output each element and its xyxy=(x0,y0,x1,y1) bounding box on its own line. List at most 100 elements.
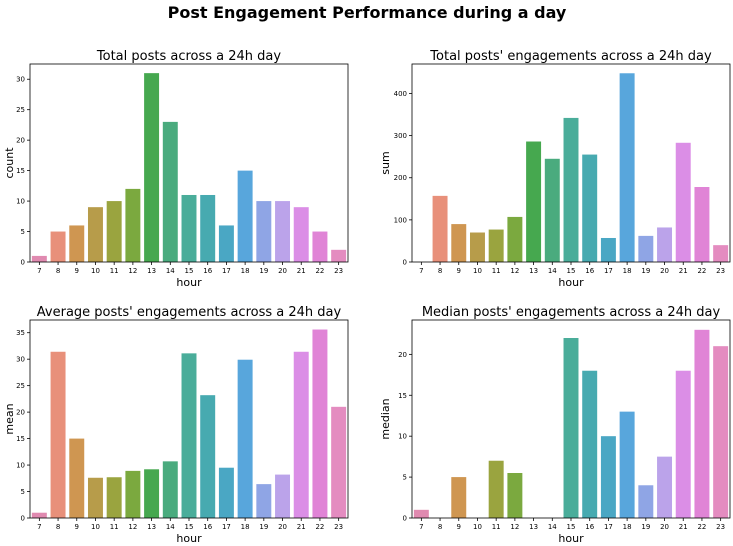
y-tick-label: 100 xyxy=(394,216,407,224)
x-tick-label: 19 xyxy=(259,523,268,531)
bar-hour-11 xyxy=(488,460,504,518)
x-tick-label: 9 xyxy=(457,267,461,275)
x-tick-label: 19 xyxy=(259,267,268,275)
bar-hour-22 xyxy=(694,187,710,262)
bar-hour-14 xyxy=(162,121,178,262)
bar-hour-10 xyxy=(87,477,103,518)
bar-hour-20 xyxy=(275,201,291,262)
y-axis-label: mean xyxy=(3,403,16,434)
y-tick-label: 5 xyxy=(21,228,25,236)
y-tick-label: 15 xyxy=(16,167,25,175)
x-tick-label: 9 xyxy=(75,523,79,531)
bar-hour-15 xyxy=(181,194,197,262)
x-tick-label: 18 xyxy=(623,523,632,531)
x-tick-label: 19 xyxy=(641,523,650,531)
x-tick-label: 20 xyxy=(660,267,669,275)
bar-hour-21 xyxy=(293,207,309,262)
x-tick-label: 17 xyxy=(222,267,231,275)
bar-hour-10 xyxy=(87,207,103,262)
bar-hour-12 xyxy=(507,216,523,262)
x-tick-label: 16 xyxy=(585,523,594,531)
x-tick-label: 17 xyxy=(604,267,613,275)
bar-hour-23 xyxy=(331,249,347,262)
x-tick-label: 9 xyxy=(75,267,79,275)
x-tick-label: 14 xyxy=(548,267,557,275)
chart-title: Total posts across a 24h day xyxy=(96,49,282,64)
x-tick-label: 23 xyxy=(334,523,343,531)
bar-hour-11 xyxy=(488,229,504,262)
bar-hour-14 xyxy=(162,461,178,518)
bar-hour-10 xyxy=(469,232,485,262)
bar-hour-12 xyxy=(507,473,523,518)
x-tick-label: 20 xyxy=(660,523,669,531)
y-tick-label: 30 xyxy=(16,356,25,364)
bar-hour-7 xyxy=(31,512,47,518)
x-tick-label: 15 xyxy=(185,523,194,531)
x-tick-label: 17 xyxy=(222,523,231,531)
y-axis-label: count xyxy=(3,147,16,179)
bar-hour-16 xyxy=(582,154,598,262)
bar-hour-17 xyxy=(600,436,616,518)
bar-hour-9 xyxy=(451,477,467,518)
y-tick-label: 15 xyxy=(16,435,25,443)
x-tick-label: 20 xyxy=(278,523,287,531)
bar-hour-19 xyxy=(256,201,272,262)
bar-hour-7 xyxy=(31,255,47,262)
x-axis-label: hour xyxy=(558,276,584,289)
x-tick-label: 10 xyxy=(91,523,100,531)
x-tick-label: 12 xyxy=(128,267,137,275)
x-tick-label: 11 xyxy=(492,267,501,275)
bar-hour-7 xyxy=(413,509,429,518)
x-tick-label: 13 xyxy=(147,523,156,531)
bar-hour-16 xyxy=(200,395,216,518)
y-tick-label: 15 xyxy=(398,392,407,400)
x-tick-label: 13 xyxy=(147,267,156,275)
bar-hour-9 xyxy=(69,438,85,518)
bar-hour-20 xyxy=(275,474,291,518)
x-tick-label: 21 xyxy=(679,267,688,275)
x-tick-label: 12 xyxy=(128,523,137,531)
x-tick-label: 14 xyxy=(548,523,557,531)
y-tick-label: 0 xyxy=(403,259,407,267)
x-axis-label: hour xyxy=(176,276,202,289)
figure-title: Post Engagement Performance during a day xyxy=(168,3,567,22)
bar-hour-22 xyxy=(312,231,328,262)
bar-hour-12 xyxy=(125,470,141,518)
bar-hour-11 xyxy=(106,201,122,262)
x-tick-label: 22 xyxy=(315,267,324,275)
chart-title: Average posts' engagements across a 24h … xyxy=(37,305,342,320)
x-tick-label: 11 xyxy=(492,523,501,531)
bar-hour-18 xyxy=(237,359,253,518)
y-tick-label: 10 xyxy=(16,198,25,206)
bar-hour-23 xyxy=(713,346,729,518)
bar-hour-19 xyxy=(638,485,654,518)
chart-title: Total posts' engagements across a 24h da… xyxy=(429,49,712,64)
bar-hour-18 xyxy=(619,411,635,518)
x-tick-label: 15 xyxy=(567,267,576,275)
x-tick-label: 13 xyxy=(529,523,538,531)
bar-hour-23 xyxy=(331,406,347,518)
x-tick-label: 23 xyxy=(334,267,343,275)
x-tick-label: 18 xyxy=(241,267,250,275)
y-tick-label: 5 xyxy=(21,488,25,496)
bar-hour-15 xyxy=(563,338,579,518)
x-tick-label: 9 xyxy=(457,523,461,531)
y-tick-label: 10 xyxy=(398,433,407,441)
x-tick-label: 11 xyxy=(110,523,119,531)
y-tick-label: 30 xyxy=(16,76,25,84)
bar-hour-13 xyxy=(144,469,160,518)
y-axis-label: median xyxy=(379,398,392,439)
x-tick-label: 17 xyxy=(604,523,613,531)
x-tick-label: 7 xyxy=(419,267,423,275)
x-tick-label: 13 xyxy=(529,267,538,275)
x-tick-label: 18 xyxy=(241,523,250,531)
bar-hour-21 xyxy=(675,370,691,518)
bar-hour-8 xyxy=(50,351,66,518)
bar-hour-20 xyxy=(657,456,673,518)
x-tick-label: 14 xyxy=(166,267,175,275)
bar-hour-16 xyxy=(200,194,216,262)
x-tick-label: 16 xyxy=(585,267,594,275)
bar-hour-18 xyxy=(619,73,635,263)
bar-hour-14 xyxy=(544,158,560,262)
